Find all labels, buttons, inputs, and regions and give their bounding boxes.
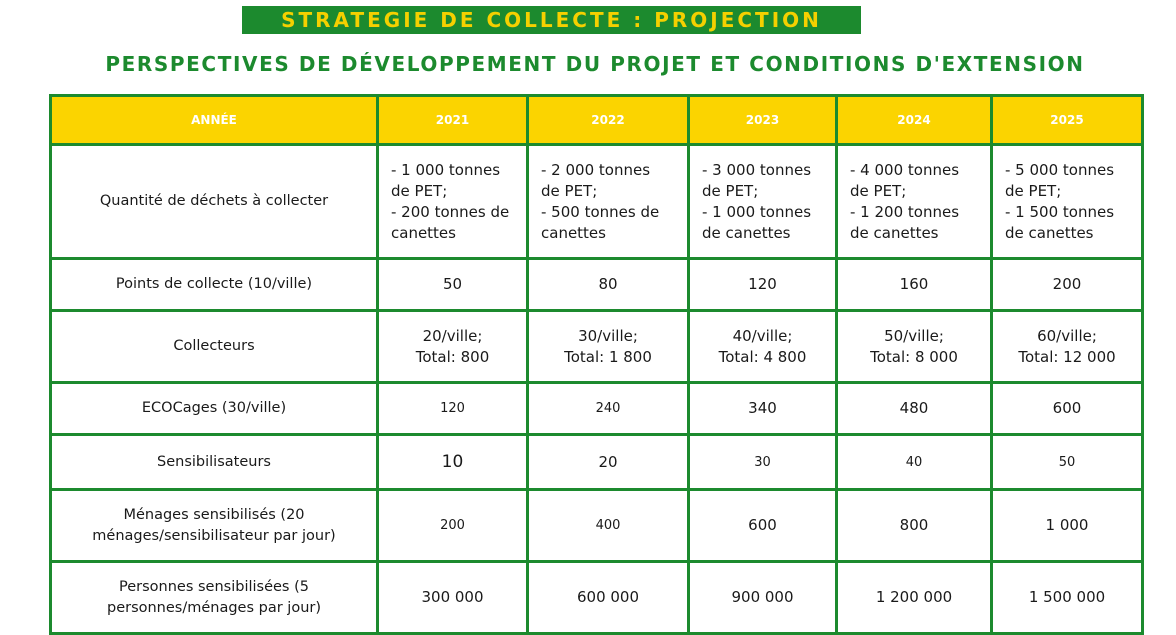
ecocages-cell-2024: 480 <box>835 381 993 436</box>
menages-cell-2021: 200 <box>376 488 529 563</box>
row-label-collectors: Collecteurs <box>49 309 379 384</box>
collectors-cell-2025: 60/ville; Total: 12 000 <box>990 309 1144 384</box>
ecocages-cell-2023: 340 <box>687 381 838 436</box>
header-2023: 2023 <box>687 94 838 146</box>
points-cell-2021: 50 <box>376 257 529 312</box>
page-subtitle: PERSPECTIVES DE DÉVELOPPEMENT DU PROJET … <box>105 52 1085 76</box>
collectors-cell-2022: 30/ville; Total: 1 800 <box>526 309 690 384</box>
header-2022: 2022 <box>526 94 690 146</box>
sensibilisateurs-cell-2023: 30 <box>687 433 838 491</box>
personnes-cell-2022: 600 000 <box>526 560 690 635</box>
points-cell-2025: 200 <box>990 257 1144 312</box>
collectors-cell-2023: 40/ville; Total: 4 800 <box>687 309 838 384</box>
table-row: Personnes sensibilisées (5 personnes/ména… <box>49 560 1144 635</box>
waste-cell-2022: - 2 000 tonnes de PET; - 500 tonnes de cane… <box>526 143 690 260</box>
sensibilisateurs-cell-2025: 50 <box>990 433 1144 491</box>
row-label-menages: Ménages sensibilisés (20 ménages/sensibil… <box>49 488 379 563</box>
sensibilisateurs-cell-2022: 20 <box>526 433 690 491</box>
personnes-cell-2021: 300 000 <box>376 560 529 635</box>
row-label-personnes: Personnes sensibilisées (5 personnes/ména… <box>49 560 379 635</box>
table-row: Ménages sensibilisés (20 ménages/sensibil… <box>49 488 1144 563</box>
ecocages-cell-2021: 120 <box>376 381 529 436</box>
header-2025: 2025 <box>990 94 1144 146</box>
points-cell-2024: 160 <box>835 257 993 312</box>
table-row: Collecteurs 20/ville; Total: 800 30/ville… <box>49 309 1144 384</box>
points-cell-2023: 120 <box>687 257 838 312</box>
collectors-cell-2021: 20/ville; Total: 800 <box>376 309 529 384</box>
header-year: ANNÉE <box>49 94 379 146</box>
personnes-cell-2025: 1 500 000 <box>990 560 1144 635</box>
row-label-sensibilisateurs: Sensibilisateurs <box>49 433 379 491</box>
waste-cell-2025: - 5 000 tonnes de PET; - 1 500 tonnes de ca… <box>990 143 1144 260</box>
row-label-ecocages: ECOCages (30/ville) <box>49 381 379 436</box>
table-row: Quantité de déchets à collecter - 1 000 … <box>49 143 1144 260</box>
ecocages-cell-2022: 240 <box>526 381 690 436</box>
menages-cell-2024: 800 <box>835 488 993 563</box>
waste-cell-2023: - 3 000 tonnes de PET; - 1 000 tonnes de ca… <box>687 143 838 260</box>
waste-cell-2021: - 1 000 tonnes de PET; - 200 tonnes de cane… <box>376 143 529 260</box>
waste-cell-2024: - 4 000 tonnes de PET; - 1 200 tonnes de ca… <box>835 143 993 260</box>
personnes-cell-2024: 1 200 000 <box>835 560 993 635</box>
table-row: ECOCages (30/ville) 120 240 340 480 600 <box>49 381 1144 436</box>
menages-cell-2023: 600 <box>687 488 838 563</box>
header-row: ANNÉE 2021 2022 2023 2024 2025 <box>49 94 1144 146</box>
header-2021: 2021 <box>376 94 529 146</box>
banner-title: STRATEGIE DE COLLECTE : PROJECTION <box>242 6 861 34</box>
collectors-cell-2024: 50/ville; Total: 8 000 <box>835 309 993 384</box>
sensibilisateurs-cell-2024: 40 <box>835 433 993 491</box>
menages-cell-2022: 400 <box>526 488 690 563</box>
menages-cell-2025: 1 000 <box>990 488 1144 563</box>
personnes-cell-2023: 900 000 <box>687 560 838 635</box>
ecocages-cell-2025: 600 <box>990 381 1144 436</box>
points-cell-2022: 80 <box>526 257 690 312</box>
header-2024: 2024 <box>835 94 993 146</box>
table-row: Sensibilisateurs 10 20 30 40 50 <box>49 433 1144 491</box>
sensibilisateurs-cell-2021: 10 <box>376 433 529 491</box>
row-label-points: Points de collecte (10/ville) <box>49 257 379 312</box>
table-row: Points de collecte (10/ville) 50 80 120 … <box>49 257 1144 312</box>
row-label-waste: Quantité de déchets à collecter <box>49 143 379 260</box>
projection-table: ANNÉE 2021 2022 2023 2024 2025 Quantité … <box>49 94 1144 635</box>
